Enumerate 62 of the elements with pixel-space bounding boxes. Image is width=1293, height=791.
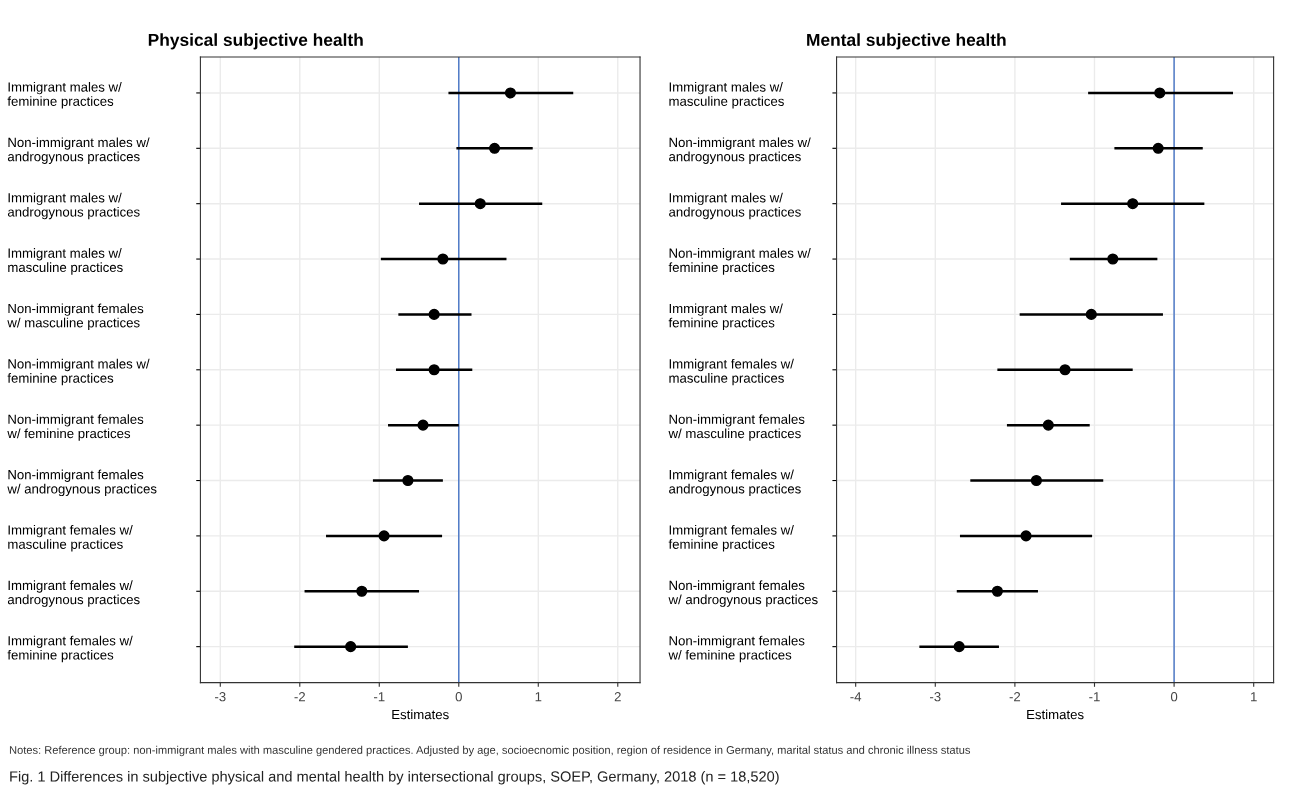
y-tick-label: Non-immigrant females w/ feminine practices [668, 635, 805, 663]
point [378, 530, 390, 542]
y-tick-label: Immigrant males w/ masculine practices [8, 248, 123, 275]
point [428, 308, 440, 320]
x-axis-title: Estimates [1027, 709, 1084, 720]
point [474, 198, 486, 210]
text: Notes: Reference group: non-immigrant males with masculine gendered practices. Adjusted by age, socioecnomic position, region of residence in Germany, marital status and chronic illness status [9, 745, 971, 757]
x-tick-label: 1 [535, 692, 542, 702]
point [1059, 364, 1071, 376]
x-axis-title: Estimates [392, 709, 449, 720]
x-tick-label: 0 [455, 692, 462, 702]
y-tick-label: Immigrant females w/ masculine practices [669, 358, 794, 386]
point [1042, 419, 1054, 431]
x-tick-label: 2 [614, 692, 621, 702]
y-tick-label: Immigrant males w/ androgynous practices [7, 192, 140, 220]
y-tick-label: Non-immigrant males w/ androgynous practices [7, 137, 150, 164]
point [1154, 87, 1166, 99]
point [417, 419, 429, 431]
y-tick-label: Immigrant females w/ feminine practices [668, 524, 794, 552]
point [1020, 530, 1032, 542]
caption: Fig. 1 Differences in subjective physical and mental health by intersectional groups, SOEP, Germany, 2018 (n = 18,520) [10, 770, 779, 785]
y-tick-label: Immigrant males w/ feminine practices [668, 303, 783, 330]
x-tick-label: -3 [930, 692, 941, 702]
point [1152, 142, 1164, 154]
point [437, 253, 449, 265]
x-tick-label: -2 [294, 692, 305, 702]
y-tick-label: Immigrant males w/ feminine practices [7, 82, 122, 109]
point [1127, 198, 1139, 210]
point [953, 641, 965, 653]
point [1030, 474, 1042, 487]
x-tick-label: -4 [850, 692, 862, 702]
x-tick-label: -3 [215, 692, 226, 702]
x-tick-label: 1 [1251, 692, 1257, 702]
y-tick-label: Non-immigrant males w/ feminine practices [668, 248, 811, 275]
y-tick-label: Non-immigrant females w/ feminine practices [7, 414, 144, 441]
point [1107, 253, 1119, 265]
point [991, 585, 1003, 597]
point [1085, 308, 1097, 320]
x-tick-label: 0 [1170, 692, 1178, 702]
y-tick-label: Immigrant females w/ androgynous practices [7, 580, 140, 607]
y-tick-label: Non-immigrant females w/ androgynous practices [7, 469, 157, 497]
point [428, 364, 440, 376]
chart-title: Physical subjective health [148, 33, 363, 50]
y-tick-label: Non-immigrant females w/ masculine practices [7, 303, 144, 330]
point [345, 641, 357, 653]
y-tick-label: Immigrant females w/ androgynous practices [669, 469, 801, 497]
y-tick-label: Non-immigrant males w/ feminine practices [7, 358, 150, 386]
chart-title: Mental subjective health [807, 33, 1006, 50]
y-tick-label: Immigrant females w/ masculine practices [8, 524, 133, 552]
y-tick-label: Non-immigrant females w/ androgynous practices [668, 580, 818, 607]
point [488, 142, 501, 154]
point [402, 474, 414, 487]
y-tick-label: Immigrant males w/ androgynous practices [669, 192, 801, 220]
x-tick-label: -2 [1009, 692, 1021, 702]
y-tick-label: Non-immigrant males w/ androgynous practices [669, 137, 811, 164]
x-tick-label: -1 [374, 692, 385, 702]
x-tick-label: -1 [1089, 692, 1100, 702]
y-tick-label: Immigrant males w/ masculine practices [669, 82, 784, 109]
point [504, 87, 517, 99]
point [356, 585, 368, 597]
y-tick-label: Non-immigrant females w/ masculine practices [668, 414, 805, 441]
y-tick-label: Immigrant females w/ feminine practices [7, 635, 133, 663]
